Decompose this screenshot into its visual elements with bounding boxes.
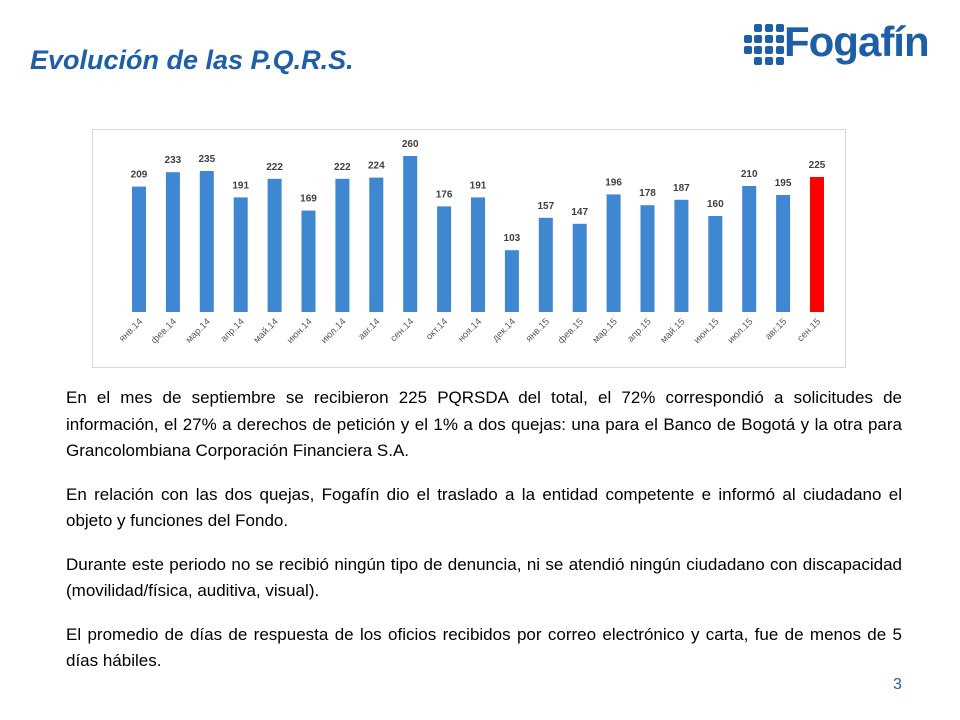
data-label-мар.15: 196 xyxy=(605,177,622,188)
page-title: Evolución de las P.Q.R.S. xyxy=(30,45,354,75)
data-label-апр.14: 191 xyxy=(232,180,249,191)
paragraph-2: En relación con las dos quejas, Fogafín … xyxy=(66,484,902,531)
bar-авг.14 xyxy=(369,177,384,312)
x-tick-label: окт.14 xyxy=(424,316,450,342)
bar-фев.15 xyxy=(572,223,587,312)
x-tick-label: янв.14 xyxy=(117,316,145,344)
x-tick-label: авг.14 xyxy=(356,316,382,342)
data-label-июл.15: 210 xyxy=(741,169,758,180)
bar-ноя.14 xyxy=(471,197,485,312)
data-label-дек.14: 103 xyxy=(504,233,521,244)
data-label-авг.15: 195 xyxy=(775,178,792,189)
bar-дек.14 xyxy=(504,250,519,312)
x-tick-label: сен.14 xyxy=(388,316,416,344)
bar-окт.14 xyxy=(437,206,452,312)
x-tick-label: янв.15 xyxy=(524,316,552,344)
bar-сен.15 xyxy=(810,177,824,312)
bar-июл.15 xyxy=(742,186,757,312)
body-text: En el mes de septiembre se recibieron 22… xyxy=(66,385,902,692)
bar-май.15 xyxy=(674,199,689,312)
data-label-май.15: 187 xyxy=(673,183,690,194)
x-tick-label: дек.14 xyxy=(490,316,518,344)
bar-июн.14 xyxy=(301,210,316,312)
x-tick-label: фев.15 xyxy=(556,316,586,346)
bar-мар.15 xyxy=(606,194,621,312)
x-tick-label: апр.15 xyxy=(625,316,653,344)
data-label-май.14: 222 xyxy=(266,162,283,173)
data-label-янв.15: 157 xyxy=(537,201,554,212)
logo-text: Fogafín xyxy=(784,18,930,65)
bar-июн.15 xyxy=(708,216,723,312)
logo-dots-icon xyxy=(744,24,784,65)
x-tick-label: сен.15 xyxy=(795,316,823,344)
page-number: 3 xyxy=(893,676,902,693)
data-label-ноя.14: 191 xyxy=(470,180,487,191)
bar-янв.14 xyxy=(132,186,146,312)
paragraph-4: El promedio de días de respuesta de los … xyxy=(66,624,902,671)
x-tick-label: июн.14 xyxy=(285,316,315,346)
x-tick-label: апр.14 xyxy=(219,316,247,344)
data-label-окт.14: 176 xyxy=(436,189,453,200)
x-tick-label: ноя.14 xyxy=(456,316,484,344)
x-tick-label: май.15 xyxy=(658,316,687,345)
data-label-июн.15: 160 xyxy=(707,199,724,210)
x-tick-label: июл.14 xyxy=(319,316,349,346)
paragraph-1: En el mes de septiembre se recibieron 22… xyxy=(66,388,902,460)
chart-container: 209 янв.14 233 фев.14 235 мар.14 191 апр.14 222 м… xyxy=(92,129,846,368)
bar-мар.14 xyxy=(199,171,214,312)
paragraph-3: Durante este periodo no se recibió ningú… xyxy=(66,554,902,601)
data-label-мар.14: 235 xyxy=(198,154,215,165)
data-label-фев.14: 233 xyxy=(165,155,182,166)
x-tick-label: авг.15 xyxy=(763,316,789,342)
bar-авг.15 xyxy=(776,195,791,312)
bar-июл.14 xyxy=(335,178,350,312)
bar-фев.14 xyxy=(165,172,180,312)
data-label-сен.15: 225 xyxy=(809,160,826,171)
x-tick-label: июн.15 xyxy=(692,316,722,346)
data-label-янв.14: 209 xyxy=(131,170,148,181)
fogafin-logo: Fogafín xyxy=(744,18,939,76)
data-label-авг.14: 224 xyxy=(368,161,385,172)
bar-май.14 xyxy=(267,178,282,312)
data-label-июн.14: 169 xyxy=(300,194,317,205)
x-tick-label: июл.15 xyxy=(726,316,756,346)
x-tick-label: мар.15 xyxy=(591,316,620,345)
bar-апр.14 xyxy=(233,197,248,312)
x-tick-label: фев.14 xyxy=(149,316,179,346)
bar-апр.15 xyxy=(640,205,655,312)
x-tick-label: мар.14 xyxy=(184,316,213,345)
bar-янв.15 xyxy=(538,217,553,312)
bar-сен.14 xyxy=(403,156,418,312)
data-label-фев.15: 147 xyxy=(571,207,588,218)
bar-chart: 209 янв.14 233 фев.14 235 мар.14 191 апр.14 222 м… xyxy=(117,139,826,346)
data-label-июл.14: 222 xyxy=(334,162,351,173)
x-tick-label: май.14 xyxy=(251,316,280,345)
data-label-апр.15: 178 xyxy=(639,188,656,199)
data-label-сен.14: 260 xyxy=(402,139,419,150)
